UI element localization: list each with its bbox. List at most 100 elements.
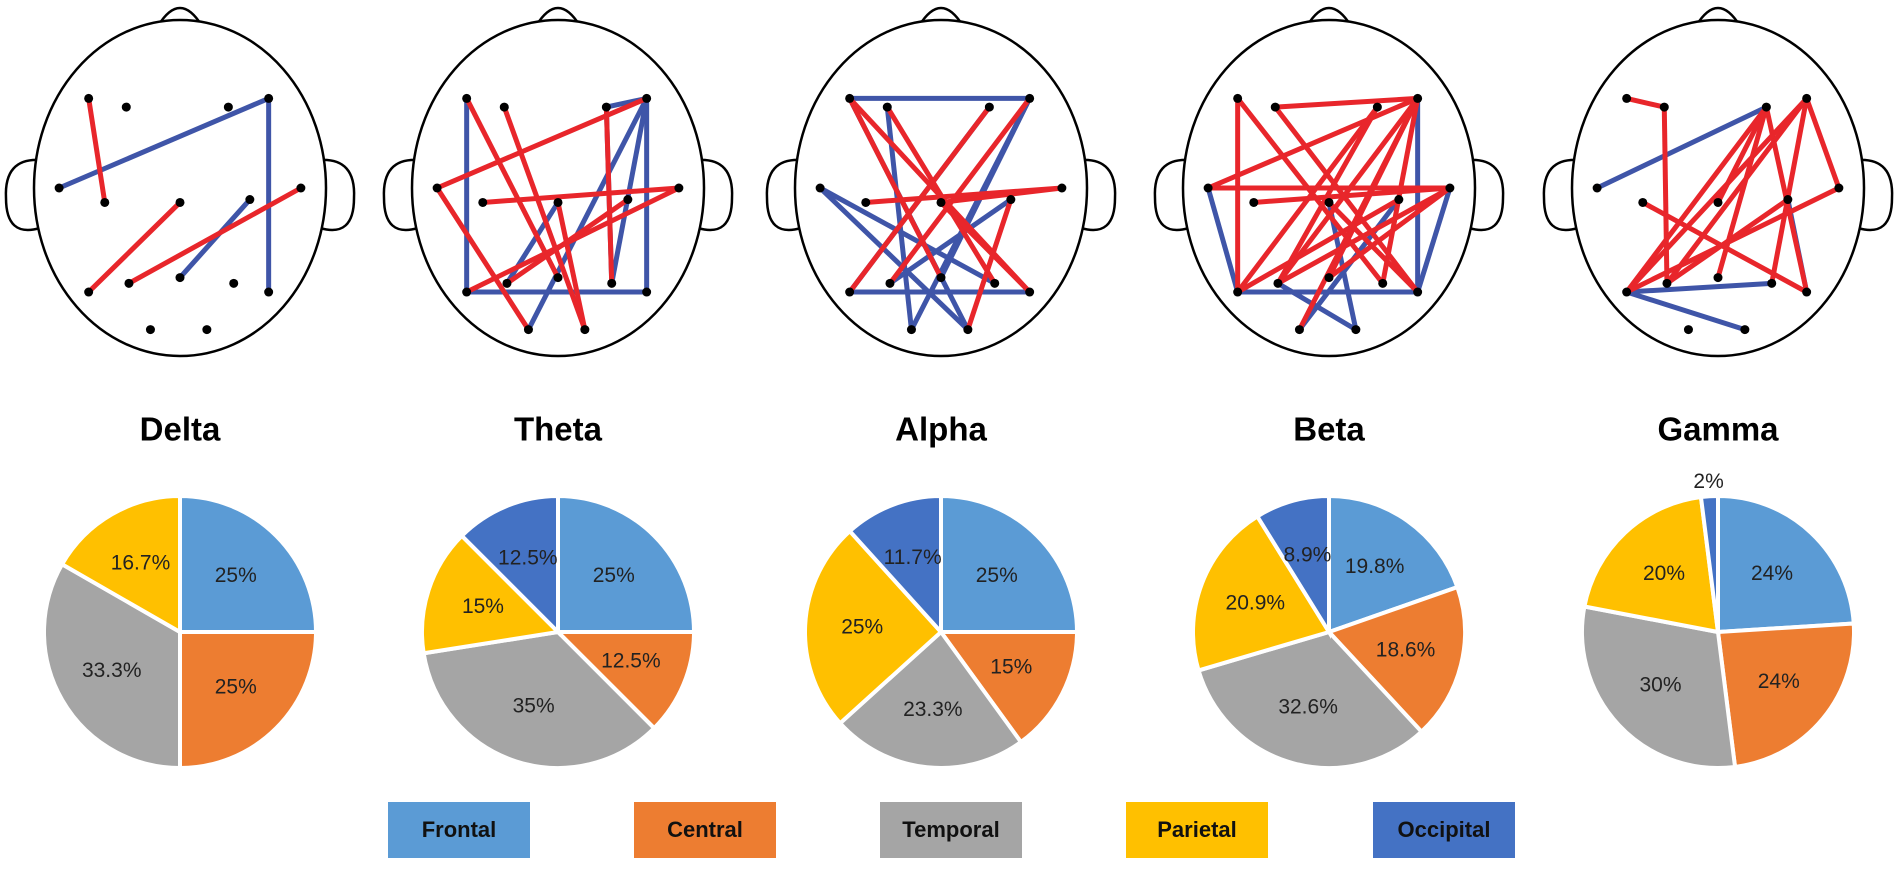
connection xyxy=(1275,96,1420,285)
connection xyxy=(178,197,252,280)
pie-label: 20.9% xyxy=(1226,591,1286,614)
connection xyxy=(888,197,1013,286)
pie-label: 24% xyxy=(1751,562,1793,585)
pie-slice xyxy=(937,630,1080,745)
electrode xyxy=(502,278,512,288)
legend-swatch xyxy=(634,802,776,858)
pie-label: 24% xyxy=(1758,670,1800,693)
head-diagram xyxy=(1153,6,1505,358)
electrode xyxy=(100,197,110,207)
electrode xyxy=(296,183,306,193)
pie-slice xyxy=(837,629,1024,770)
electrode xyxy=(1249,197,1259,207)
connection xyxy=(1415,187,1453,293)
electrode xyxy=(432,183,442,193)
connection xyxy=(818,186,970,332)
electrode xyxy=(1834,183,1844,193)
pie-label: 12.5% xyxy=(498,547,558,570)
electrode xyxy=(1761,102,1771,112)
pie-slice xyxy=(420,533,563,656)
electrode xyxy=(936,273,946,283)
electrode xyxy=(906,325,916,335)
electrode xyxy=(175,273,185,283)
electrode xyxy=(264,93,274,103)
pie-slice xyxy=(1716,493,1856,635)
pie-slice xyxy=(42,561,182,771)
connection xyxy=(965,198,1014,331)
pie-label: 2% xyxy=(1693,470,1723,493)
pie-label: 32.6% xyxy=(1278,696,1338,719)
connection xyxy=(1205,187,1241,293)
electrode xyxy=(642,287,652,297)
pie-label: 23.3% xyxy=(903,698,963,721)
pie-label: 20% xyxy=(1643,562,1685,585)
electrode xyxy=(845,287,855,297)
electrode xyxy=(1802,93,1812,103)
electrode xyxy=(84,93,94,103)
electrode xyxy=(1057,183,1067,193)
electrode xyxy=(642,93,652,103)
electrode xyxy=(990,278,1000,288)
electrode xyxy=(845,93,855,103)
connection xyxy=(1235,105,1380,294)
electrode xyxy=(462,287,472,297)
pie-title: Alpha xyxy=(895,411,987,448)
head-diagram xyxy=(765,6,1117,358)
electrode xyxy=(223,102,233,112)
electrode xyxy=(553,273,563,283)
head-ear xyxy=(319,158,356,232)
pie-title: Delta xyxy=(140,411,221,448)
pie-slice xyxy=(178,630,319,771)
pie-slice xyxy=(459,493,560,637)
pie-label: 25% xyxy=(841,616,883,639)
connection xyxy=(127,185,303,286)
electrode xyxy=(1713,273,1723,283)
connection xyxy=(865,185,1063,205)
electrode xyxy=(245,195,255,205)
electrode xyxy=(815,183,825,193)
electrode xyxy=(1273,278,1283,288)
connection xyxy=(818,185,996,286)
pie-label: 18.6% xyxy=(1376,639,1436,662)
electrode xyxy=(553,197,563,207)
pie-slice xyxy=(421,629,657,770)
connection xyxy=(86,200,182,294)
connection xyxy=(1715,105,1769,204)
connection xyxy=(1664,96,1809,285)
pie-title: Theta xyxy=(514,411,603,448)
legend-swatch xyxy=(388,802,530,858)
pie-slice xyxy=(1196,629,1425,770)
electrode xyxy=(1270,102,1280,112)
electrode xyxy=(1006,195,1016,205)
connection xyxy=(555,201,588,331)
pie-label: 19.8% xyxy=(1345,555,1405,578)
electrode xyxy=(1592,183,1602,193)
connection xyxy=(464,97,561,279)
head-diagram xyxy=(1542,6,1894,358)
connection xyxy=(1624,96,1809,294)
legend-label: Temporal xyxy=(902,817,999,842)
pie-slice xyxy=(59,493,182,636)
electrode xyxy=(1324,197,1334,207)
electrode xyxy=(1767,278,1777,288)
legend-label: Central xyxy=(667,817,743,842)
head-outline xyxy=(1570,18,1866,358)
electrode xyxy=(1445,183,1455,193)
electrode xyxy=(124,278,134,288)
pie-slice xyxy=(1698,493,1720,633)
electrode xyxy=(54,183,64,193)
electrode xyxy=(623,195,633,205)
legend-label: Frontal xyxy=(422,817,497,842)
head-diagram xyxy=(382,6,734,358)
pie-label: 30% xyxy=(1639,674,1681,697)
head-ear xyxy=(4,158,41,232)
electrode xyxy=(1638,197,1648,207)
electrode xyxy=(1413,287,1423,297)
pie-slice xyxy=(1254,493,1331,640)
electrode xyxy=(963,325,973,335)
connection xyxy=(603,107,615,284)
electrode xyxy=(1351,325,1361,335)
pie-slice xyxy=(846,493,943,638)
connection xyxy=(1769,97,1810,284)
pie-label: 15% xyxy=(462,595,504,618)
